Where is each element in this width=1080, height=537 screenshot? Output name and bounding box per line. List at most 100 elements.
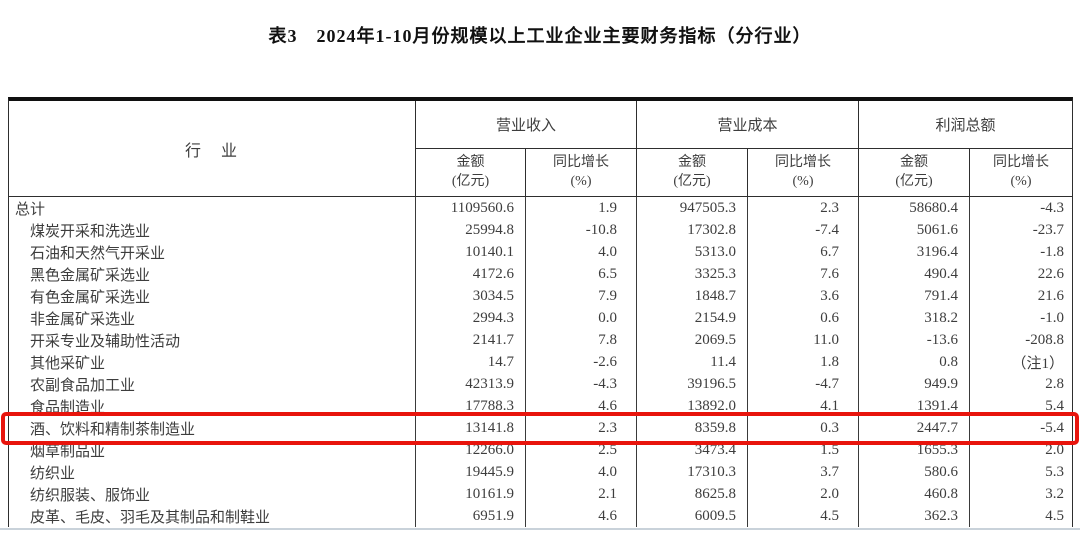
revenue-growth-cell: 2.5 [525,439,636,461]
profit-growth-cell: 2.8 [969,373,1072,395]
industry-name: 皮革、毛皮、羽毛及其制品和制鞋业 [30,509,271,526]
revenue-amount-cell: 10140.1 [415,241,525,263]
profit-growth-cell: -4.3 [969,197,1072,219]
cost-amount-cell: 11.4 [636,351,747,373]
industry-name: 纺织业 [30,465,76,482]
revenue-amount-cell: 2994.3 [415,307,525,329]
col-header-profit-amount: 金额 (亿元) [858,149,969,196]
cost-amount-cell: 3473.4 [636,439,747,461]
revenue-amount-cell: 42313.9 [415,373,525,395]
table-row: 其他采矿业 14.7 -2.6 11.4 1.8 0.8 （注1） [9,351,1072,373]
col-header-industry: 行 业 [184,142,239,160]
revenue-growth-cell: -4.3 [525,373,636,395]
revenue-amount-cell: 25994.8 [415,219,525,241]
sub-label-line1: 金额 [900,154,928,170]
table-row: 黑色金属矿采选业 4172.6 6.5 3325.3 7.6 490.4 22.… [9,263,1072,285]
revenue-amount-cell: 14.7 [415,351,525,373]
cost-growth-cell: 4.5 [747,505,858,527]
cost-amount-cell: 2069.5 [636,329,747,351]
col-header-cost-growth: 同比增长 (%) [747,149,858,196]
revenue-amount-cell: 19445.9 [415,461,525,483]
cost-amount-cell: 13892.0 [636,395,747,417]
table-row: 皮革、毛皮、羽毛及其制品和制鞋业 6951.9 4.6 6009.5 4.5 3… [9,505,1072,527]
revenue-growth-cell: 6.5 [525,263,636,285]
cost-growth-cell: 3.6 [747,285,858,307]
profit-amount-cell: 1655.3 [858,439,969,461]
sub-label-line2: (%) [570,173,592,189]
revenue-growth-cell: -10.8 [525,219,636,241]
revenue-amount-cell: 12266.0 [415,439,525,461]
profit-growth-cell: -23.7 [969,219,1072,241]
table-body: 总计 1109560.6 1.9 947505.3 2.3 58680.4 -4… [9,197,1072,527]
revenue-amount-cell: 1109560.6 [415,197,525,219]
revenue-amount-cell: 2141.7 [415,329,525,351]
col-header-profit-growth: 同比增长 (%) [969,149,1072,196]
sub-label-line2: (亿元) [673,173,711,189]
cost-amount-cell: 5313.0 [636,241,747,263]
col-group-cost: 营业成本 [636,101,858,149]
industry-name: 总计 [15,201,46,218]
cost-amount-cell: 947505.3 [636,197,747,219]
cost-growth-cell: -4.7 [747,373,858,395]
revenue-growth-cell: 7.9 [525,285,636,307]
industry-name: 烟草制品业 [30,443,106,460]
profit-amount-cell: 490.4 [858,263,969,285]
col-group-profit: 利润总额 [858,101,1072,149]
financial-table: 行 业 营业收入 营业成本 利润总额 金额 (亿元) 同比增长 (%) 金额 (… [8,97,1073,527]
sub-label-line2: (%) [1010,173,1032,189]
table-row: 开采专业及辅助性活动 2141.7 7.8 2069.5 11.0 -13.6 … [9,329,1072,351]
table-row: 非金属矿采选业 2994.3 0.0 2154.9 0.6 318.2 -1.0 [9,307,1072,329]
profit-amount-cell: 2447.7 [858,417,969,439]
cost-growth-cell: 7.6 [747,263,858,285]
revenue-growth-cell: 1.9 [525,197,636,219]
industry-name: 纺织服装、服饰业 [30,487,151,504]
profit-growth-cell: -1.0 [969,307,1072,329]
profit-amount-cell: 460.8 [858,483,969,505]
profit-amount-cell: -13.6 [858,329,969,351]
cost-amount-cell: 39196.5 [636,373,747,395]
revenue-amount-cell: 3034.5 [415,285,525,307]
table-row: 总计 1109560.6 1.9 947505.3 2.3 58680.4 -4… [9,197,1072,219]
cost-growth-cell: 11.0 [747,329,858,351]
cost-growth-cell: 2.3 [747,197,858,219]
industry-name: 黑色金属矿采选业 [30,267,151,284]
sub-label-line1: 同比增长 [553,154,609,170]
cost-amount-cell: 17310.3 [636,461,747,483]
profit-growth-cell: 22.6 [969,263,1072,285]
revenue-growth-cell: 4.6 [525,505,636,527]
profit-growth-cell: 3.2 [969,483,1072,505]
cost-amount-cell: 17302.8 [636,219,747,241]
industry-name: 农副食品加工业 [30,377,136,394]
profit-amount-cell: 791.4 [858,285,969,307]
page-title: 表3 2024年1-10月份规模以上工业企业主要财务指标（分行业） [268,26,812,46]
sub-label-line2: (亿元) [895,173,933,189]
table-row: 纺织服装、服饰业 10161.9 2.1 8625.8 2.0 460.8 3.… [9,483,1072,505]
table-row: 食品制造业 17788.3 4.6 13892.0 4.1 1391.4 5.4 [9,395,1072,417]
revenue-growth-cell: 4.6 [525,395,636,417]
profit-growth-cell: 5.4 [969,395,1072,417]
table-header: 行 业 营业收入 营业成本 利润总额 金额 (亿元) 同比增长 (%) 金额 (… [9,101,1072,197]
profit-amount-cell: 5061.6 [858,219,969,241]
sub-label-line1: 金额 [678,154,706,170]
profit-amount-cell: 0.8 [858,351,969,373]
profit-growth-cell: 2.0 [969,439,1072,461]
cost-growth-cell: 1.8 [747,351,858,373]
profit-growth-cell: 5.3 [969,461,1072,483]
profit-amount-cell: 58680.4 [858,197,969,219]
cost-growth-cell: 4.1 [747,395,858,417]
table-row: 酒、饮料和精制茶制造业 13141.8 2.3 8359.8 0.3 2447.… [9,417,1072,439]
revenue-amount-cell: 4172.6 [415,263,525,285]
profit-amount-cell: 1391.4 [858,395,969,417]
cost-growth-cell: 0.3 [747,417,858,439]
col-header-revenue-amount: 金额 (亿元) [415,149,525,196]
industry-name: 开采专业及辅助性活动 [30,333,181,350]
cost-amount-cell: 8359.8 [636,417,747,439]
cost-growth-cell: 3.7 [747,461,858,483]
profit-growth-cell: 4.5 [969,505,1072,527]
sub-label-line2: (亿元) [451,173,490,189]
profit-amount-cell: 580.6 [858,461,969,483]
revenue-amount-cell: 6951.9 [415,505,525,527]
industry-name: 其他采矿业 [30,355,106,372]
profit-amount-cell: 318.2 [858,307,969,329]
profit-amount-cell: 362.3 [858,505,969,527]
